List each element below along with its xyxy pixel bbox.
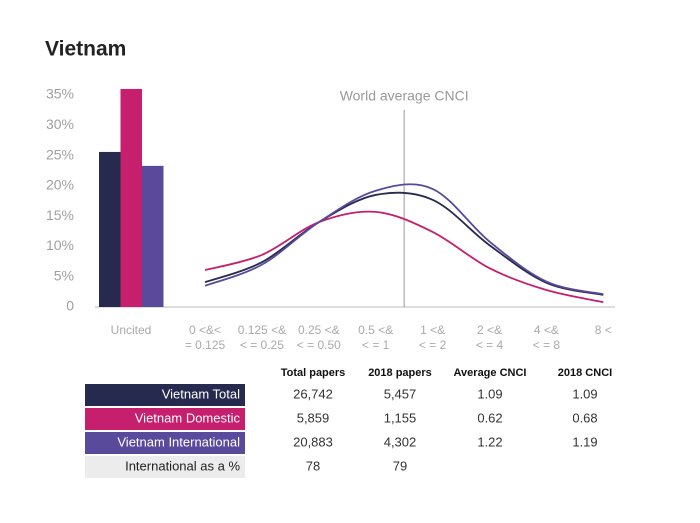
row-label: International as a % bbox=[125, 458, 240, 473]
line bbox=[204, 191, 604, 296]
table-cell: 5,859 bbox=[297, 410, 330, 425]
line bbox=[204, 210, 604, 304]
table-header: 2018 papers bbox=[368, 367, 432, 379]
row-label-bg bbox=[85, 432, 245, 454]
table-cell: 4,302 bbox=[384, 434, 417, 449]
bar bbox=[99, 151, 121, 307]
y-tick-label: 30% bbox=[46, 116, 74, 132]
row-label: Vietnam Total bbox=[162, 386, 240, 401]
row-label-bg bbox=[85, 456, 245, 478]
line bbox=[204, 183, 604, 296]
row-label-bg bbox=[85, 384, 245, 406]
table-cell: 20,883 bbox=[293, 434, 333, 449]
x-tick-label: 0.25 <& < = 0.50 bbox=[296, 323, 341, 352]
table-header: Average CNCI bbox=[454, 367, 527, 379]
x-tick-label: 8 < bbox=[594, 323, 612, 337]
y-tick-label: 20% bbox=[46, 177, 74, 193]
annotation: World average CNCI bbox=[340, 88, 469, 104]
y-tick-label: 35% bbox=[46, 86, 74, 102]
y-tick-label: 5% bbox=[54, 267, 74, 283]
x-tick-label: Uncited bbox=[110, 323, 152, 337]
table-cell: 26,742 bbox=[293, 386, 333, 401]
x-tick-label: 1 <& < = 2 bbox=[418, 323, 447, 352]
bar bbox=[142, 165, 164, 307]
x-tick-label: 0.5 <& < = 1 bbox=[358, 323, 394, 352]
x-tick-label: 4 <& < = 8 bbox=[532, 323, 561, 352]
chart-title: Vietnam bbox=[45, 38, 126, 61]
x-tick-label: 0 <&< = 0.125 bbox=[184, 323, 226, 352]
row-label: Vietnam International bbox=[117, 434, 240, 449]
table-cell: 5,457 bbox=[384, 386, 417, 401]
y-tick-label: 0 bbox=[66, 298, 74, 314]
table-cell: 1.22 bbox=[477, 434, 502, 449]
table-header: 2018 CNCI bbox=[558, 367, 612, 379]
row-label: Vietnam Domestic bbox=[135, 410, 241, 425]
row-label-bg bbox=[85, 408, 245, 430]
table-cell: 1.19 bbox=[572, 434, 597, 449]
table-cell: 1,155 bbox=[384, 410, 417, 425]
table-cell: 1.09 bbox=[477, 386, 502, 401]
y-tick-label: 10% bbox=[46, 237, 74, 253]
table-cell: 0.62 bbox=[477, 410, 502, 425]
x-tick-label: 2 <& < = 4 bbox=[475, 323, 504, 352]
table-cell: 1.09 bbox=[572, 386, 597, 401]
y-tick-label: 25% bbox=[46, 146, 74, 162]
x-tick-label: 0.125 <& < = 0.25 bbox=[237, 323, 287, 352]
bar bbox=[120, 88, 142, 307]
table-cell: 79 bbox=[393, 458, 407, 473]
y-tick-label: 15% bbox=[46, 207, 74, 223]
table-header: Total papers bbox=[281, 367, 346, 379]
table-cell: 78 bbox=[306, 458, 320, 473]
table-cell: 0.68 bbox=[572, 410, 597, 425]
